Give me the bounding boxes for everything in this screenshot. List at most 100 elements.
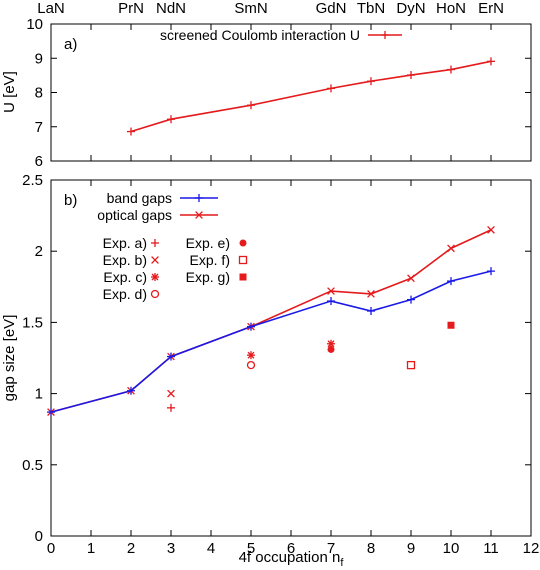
legend-exp-f-label: Exp. f) — [190, 252, 230, 268]
b-xtick-label: 11 — [483, 540, 499, 557]
exp-a-point — [167, 403, 175, 412]
band-gap-point — [167, 352, 175, 361]
legend-exp-b-label: Exp. b) — [103, 252, 147, 268]
panel-a-label: a) — [64, 36, 77, 53]
legend-u-marker — [381, 31, 389, 39]
b-ytick-label: 2 — [35, 243, 43, 260]
legend-u-label: screened Coulomb interaction U — [160, 27, 360, 43]
panel-a-ylabel: U [eV] — [1, 71, 18, 113]
optical-gap-point — [447, 244, 455, 253]
legend-optical-label: optical gaps — [97, 207, 172, 223]
element-labels: LaN PrN NdN SmN GdN TbN DyN HoN ErN — [37, 0, 504, 17]
exp-c-point — [247, 351, 255, 360]
b-xtick-label: 8 — [367, 540, 375, 557]
panel-a-ticks: 6 7 8 9 10 — [26, 16, 532, 170]
b-xtick-label: 7 — [327, 540, 335, 557]
element-label-hon: HoN — [436, 0, 466, 17]
band-gap-point — [127, 386, 135, 395]
exp-f-point — [406, 360, 416, 370]
exp-e-point — [327, 345, 335, 353]
panel-b-xlabel: 4f occupation nf — [239, 549, 345, 569]
legend-u-sample — [368, 31, 402, 39]
panel-b-frame — [50, 179, 532, 537]
legend-band-label: band gaps — [107, 190, 172, 206]
legend-exp-g-label: Exp. g) — [186, 269, 230, 285]
u-series-line — [130, 60, 492, 133]
optical-gap-point — [327, 287, 335, 295]
b-ytick-label: 2.5 — [22, 172, 43, 189]
u-point — [327, 84, 335, 93]
legend-optical-marker — [195, 211, 203, 219]
b-xtick-label: 2 — [127, 540, 135, 557]
element-label-smn: SmN — [234, 0, 267, 17]
legend-exp-d-label: Exp. d) — [103, 286, 147, 302]
b-xtick-label: 9 — [407, 540, 415, 557]
legend-exp-b-marker — [151, 256, 159, 264]
xlabel-main: 4f occupation n — [239, 549, 341, 566]
band-gap-point — [447, 277, 455, 286]
legend-exp-c-marker — [151, 273, 159, 281]
panel-b-experiments — [167, 321, 455, 412]
panel-a-legend: screened Coulomb interaction U — [160, 27, 402, 43]
legend-band-marker — [195, 194, 203, 202]
legend-exp-e-label: Exp. e) — [186, 235, 230, 251]
xlabel-subscript: f — [340, 557, 344, 569]
a-ytick-label: 10 — [26, 16, 43, 33]
b-xtick-label: 6 — [287, 540, 295, 557]
panel-b-ylabel: gap size [eV] — [1, 315, 18, 402]
panel-a-frame — [50, 23, 532, 162]
exp-b-point — [167, 389, 175, 398]
optical-gap-point — [367, 290, 375, 298]
legend-exp-c-label: Exp. c) — [103, 269, 147, 285]
b-xtick-label: 10 — [443, 540, 460, 557]
element-label-ndn: NdN — [156, 0, 186, 17]
b-xtick-label: 1 — [87, 540, 95, 557]
element-label-ern: ErN — [478, 0, 504, 17]
legend-exp-d-marker — [150, 289, 160, 299]
b-ytick-label: 0.5 — [22, 457, 43, 474]
element-label-prn: PrN — [118, 0, 144, 17]
element-label-dyn: DyN — [396, 0, 425, 17]
band-gap-point — [367, 307, 375, 316]
band-gap-point — [327, 297, 335, 306]
b-ytick-label: 1 — [35, 386, 43, 403]
band-gap-point — [487, 267, 495, 276]
b-xtick-label: 5 — [247, 540, 255, 557]
a-ytick-label: 9 — [35, 50, 43, 67]
optical-gap-point — [407, 274, 415, 283]
b-ytick-label: 1.5 — [22, 314, 43, 331]
exp-g-point — [447, 321, 455, 329]
optical-gap-point — [487, 225, 495, 234]
legend-exp-f-marker — [238, 255, 248, 265]
legend-exp-a-marker — [151, 239, 159, 247]
band-gap-point — [407, 295, 415, 304]
a-ytick-label: 6 — [35, 153, 43, 170]
b-xtick-label: 4 — [207, 540, 215, 557]
element-label-tbn: TbN — [357, 0, 385, 17]
element-label-lan: LaN — [37, 0, 65, 17]
u-point — [487, 57, 495, 66]
band-gap-point — [47, 408, 55, 417]
exp-d-point — [246, 360, 256, 370]
b-ytick-label: 0 — [35, 528, 43, 545]
u-point — [407, 71, 415, 80]
legend-exp-e-marker — [239, 239, 247, 247]
a-ytick-label: 7 — [35, 119, 43, 136]
legend-exp-a-label: Exp. a) — [103, 235, 147, 251]
panel-a-series — [127, 57, 495, 136]
u-point — [447, 65, 455, 74]
band-gap-point — [247, 322, 255, 331]
b-xtick-label: 0 — [47, 540, 55, 557]
u-point — [247, 101, 255, 110]
panel-a: 6 7 8 9 10 a) U [eV] screened Coulomb intera… — [1, 16, 532, 170]
element-label-gdn: GdN — [316, 0, 347, 17]
b-xtick-label: 3 — [167, 540, 175, 557]
b-xtick-label: 12 — [523, 540, 540, 557]
panel-b-label: b) — [64, 192, 77, 209]
u-point — [367, 77, 375, 86]
panel-b-series — [47, 225, 495, 417]
a-ytick-label: 8 — [35, 85, 43, 102]
